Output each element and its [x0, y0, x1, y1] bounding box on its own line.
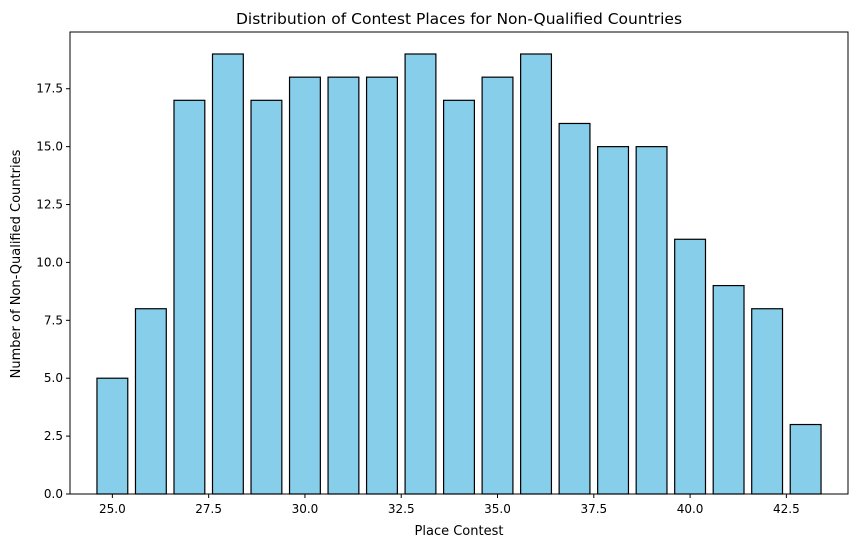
bar-place-40	[674, 238, 707, 495]
y-axis: 0.0 2.5 5.0 7.5 10.0 12.5 15.0 17.5	[36, 82, 70, 501]
bar-place-41	[712, 284, 745, 495]
x-axis: 25.0 27.5 30.0 32.5 35.0 37.5 40.0 42.5	[99, 494, 800, 516]
y-tick-label: 0.0	[44, 487, 63, 501]
x-tick-label: 42.5	[773, 502, 800, 516]
bar-place-34	[442, 99, 476, 495]
x-tick-label: 37.5	[580, 502, 607, 516]
y-tick-label: 2.5	[44, 429, 63, 443]
y-tick-label: 17.5	[36, 82, 63, 96]
x-tick-label: 32.5	[388, 502, 415, 516]
bar-place-28	[211, 53, 244, 495]
y-tick-label: 15.0	[36, 140, 63, 154]
bar-place-43	[789, 423, 822, 495]
y-tick-label: 12.5	[36, 198, 63, 212]
bar-place-27	[173, 99, 206, 495]
bar-place-35	[481, 76, 514, 495]
bar-place-25	[96, 377, 129, 495]
y-axis-label: Number of Non-Qualified Countries	[9, 149, 24, 378]
bar-place-32	[365, 76, 398, 495]
x-tick-label: 30.0	[292, 502, 319, 516]
bar-place-33	[404, 53, 437, 495]
bar-place-26	[134, 308, 167, 495]
plot-frame	[69, 31, 849, 495]
x-tick-label: 27.5	[195, 502, 222, 516]
y-tick-label: 5.0	[44, 371, 63, 385]
chart-title: Distribution of Contest Places for Non-Q…	[236, 10, 682, 28]
x-tick-label: 40.0	[677, 502, 704, 516]
bar-place-29	[250, 99, 283, 495]
x-tick-label: 35.0	[484, 502, 511, 516]
bar-place-39	[635, 146, 668, 495]
bars-group	[96, 53, 822, 495]
y-tick-label: 10.0	[36, 255, 63, 269]
bar-place-42	[751, 308, 784, 495]
bar-place-31	[327, 76, 360, 495]
x-tick-label: 25.0	[99, 502, 126, 516]
bar-place-38	[597, 146, 630, 495]
x-axis-label: Place Contest	[415, 524, 504, 539]
bar-place-30	[288, 76, 321, 495]
y-tick-label: 7.5	[44, 313, 63, 327]
bar-place-37	[558, 122, 591, 495]
bar-place-36	[520, 53, 553, 495]
